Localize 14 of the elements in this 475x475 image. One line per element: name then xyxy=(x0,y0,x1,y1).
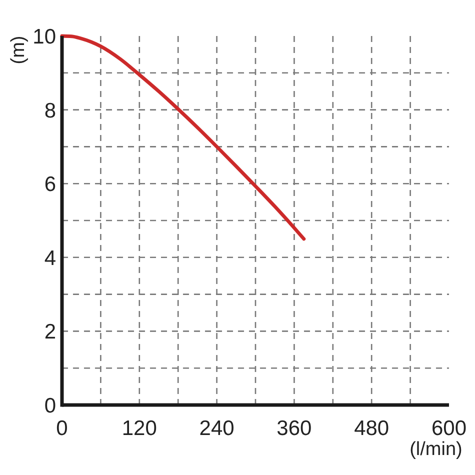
y-axis-title: (m) xyxy=(8,36,29,64)
x-axis-title: (l/min) xyxy=(410,439,462,460)
y-tick-label: 4 xyxy=(44,246,56,270)
x-tick-label: 360 xyxy=(276,417,312,440)
x-tick-label: 480 xyxy=(354,417,390,440)
y-tick-label: 6 xyxy=(44,173,56,196)
y-tick-label: 2 xyxy=(44,320,56,344)
line-series xyxy=(60,34,306,241)
y-tick-label: 0 xyxy=(44,394,56,418)
x-tick-label: 600 xyxy=(431,417,467,440)
y-tick-label: 10 xyxy=(32,26,56,48)
y-tick-label: 8 xyxy=(44,99,56,122)
x-tick-label: 240 xyxy=(199,417,234,440)
x-tick-label: 120 xyxy=(122,417,157,440)
